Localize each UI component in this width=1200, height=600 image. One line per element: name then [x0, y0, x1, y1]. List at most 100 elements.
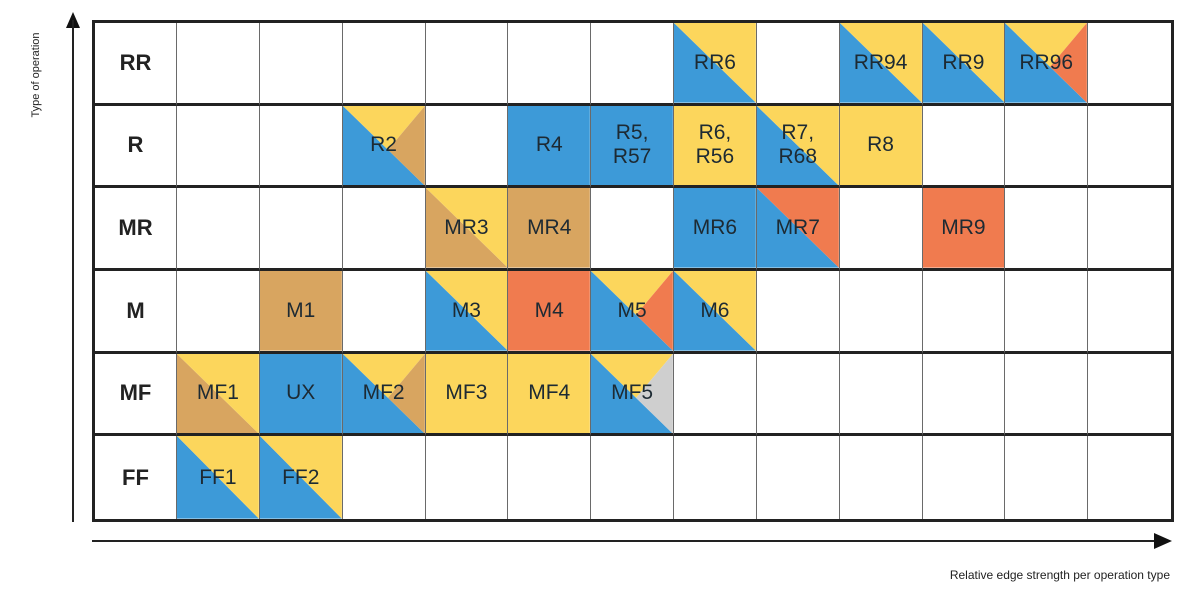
empty-cell: [1005, 270, 1089, 354]
operation-code: R4: [535, 133, 563, 157]
operation-code: R2: [370, 133, 397, 157]
cell-color-fill: [756, 105, 839, 186]
empty-cell: [259, 188, 343, 271]
operation-cell: MF2: [342, 353, 426, 437]
empty-cell: [425, 105, 509, 189]
operation-code: MR7: [775, 216, 820, 240]
y-axis-line: [72, 20, 74, 522]
empty-cell: [839, 188, 923, 271]
cell-color-fill: [425, 270, 508, 351]
operation-cell: MR6: [674, 188, 757, 271]
y-axis-title: Type of operation: [30, 32, 42, 118]
operation-cell: M6: [674, 270, 757, 354]
empty-cell: [425, 23, 509, 106]
cell-color-fill: [839, 105, 922, 186]
cell-color-fill: [508, 188, 591, 268]
operation-cell: M5: [591, 270, 674, 354]
cell-color-fill: [922, 23, 1005, 103]
x-axis-arrow: [1154, 533, 1172, 549]
empty-cell: [1005, 188, 1089, 271]
operation-cell: R2: [342, 105, 426, 189]
empty-cell: [1005, 105, 1089, 189]
empty-cell: [177, 105, 260, 189]
empty-cell: [839, 270, 923, 354]
operation-cell: RR9: [922, 23, 1006, 106]
empty-cell: [674, 353, 757, 437]
cell-color-fill: [259, 353, 342, 434]
operation-cell: MR4: [508, 188, 592, 271]
operation-cell: R4: [508, 105, 592, 189]
x-axis-title: Relative edge strength per operation typ…: [949, 568, 1170, 582]
x-axis-line: [92, 540, 1156, 542]
operation-code: MR4: [527, 216, 572, 240]
empty-cell: [1088, 436, 1171, 519]
empty-cell: [508, 436, 592, 519]
cell-color-fill: [922, 188, 1005, 268]
operation-cell: M1: [259, 270, 343, 354]
operation-code: MR9: [941, 216, 986, 240]
empty-cell: [923, 436, 1006, 519]
cell-color-fill: [342, 353, 425, 434]
empty-cell: [259, 23, 343, 106]
cell-color-fill: [508, 105, 591, 186]
operation-code: M4: [534, 298, 564, 322]
operation-cell: RR94: [839, 23, 923, 106]
cell-color-fill: [674, 105, 756, 186]
empty-cell: [177, 23, 260, 106]
empty-cell: [840, 436, 923, 519]
operation-code: M3: [451, 298, 481, 322]
operation-cell: FF2: [259, 436, 343, 519]
operation-code: MF2: [362, 381, 405, 405]
operation-code: MF4: [528, 381, 571, 405]
empty-cell: [757, 436, 840, 519]
operation-code: MR3: [444, 216, 489, 240]
operation-cell: R7, R68: [756, 105, 840, 189]
operation-code: RR6: [693, 50, 736, 74]
operation-cell: MF4: [508, 353, 592, 437]
cell-color-fill: [591, 270, 673, 351]
operation-code: R6, R56: [695, 121, 735, 169]
operation-cell: MR3: [425, 188, 509, 271]
empty-cell: [342, 270, 426, 354]
cell-color-fill: [177, 353, 259, 434]
empty-cell: [591, 436, 674, 519]
operation-cell: MR9: [922, 188, 1006, 271]
empty-cell: [426, 436, 509, 519]
cell-color-fill: [1005, 23, 1088, 103]
cell-color-fill: [508, 270, 591, 351]
empty-cell: [922, 270, 1006, 354]
cell-color-fill: [674, 188, 756, 268]
empty-cell: [756, 23, 840, 106]
operation-code: R8: [867, 133, 894, 157]
operation-code: MR6: [692, 216, 738, 240]
operation-code: RR9: [942, 50, 985, 74]
cell-color-fill: [508, 353, 591, 434]
empty-cell: [1088, 188, 1171, 271]
operation-cell: MF5: [591, 353, 674, 437]
operation-cell: RR96: [1005, 23, 1089, 106]
cell-color-fill: [591, 353, 673, 434]
operation-code: MF1: [196, 381, 239, 405]
empty-cell: [922, 105, 1006, 189]
operation-code: MF3: [445, 381, 488, 405]
operation-cell: M3: [425, 270, 509, 354]
cell-color-fill: [756, 188, 839, 268]
row-label: M: [95, 270, 177, 354]
operation-grid: RR RR6 RR94 RR9 RR96 R R2 R4 R5, R57 R6, R56 R7, R…: [92, 20, 1174, 522]
empty-cell: [591, 188, 674, 271]
empty-cell: [1005, 436, 1089, 519]
cell-color-fill: [259, 270, 342, 351]
row-label: R: [95, 105, 177, 189]
empty-cell: [839, 353, 923, 437]
operation-code: M5: [617, 298, 647, 322]
operation-code: R5, R57: [612, 121, 652, 169]
row-label: MF: [95, 353, 177, 437]
cell-color-fill: [425, 188, 508, 268]
row-label: FF: [95, 436, 177, 519]
empty-cell: [922, 353, 1006, 437]
empty-cell: [342, 23, 426, 106]
operation-cell: R6, R56: [674, 105, 757, 189]
empty-cell: [591, 23, 674, 106]
row-label: MR: [95, 188, 177, 271]
